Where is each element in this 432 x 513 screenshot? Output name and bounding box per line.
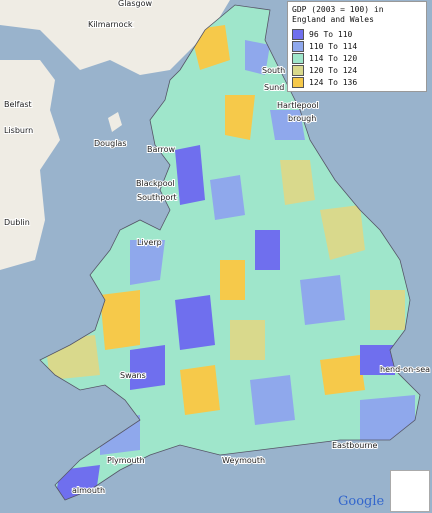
region: [320, 355, 365, 395]
legend: GDP (2003 = 100) in England and Wales 96…: [287, 1, 427, 92]
legend-item: 120 To 124: [292, 64, 422, 76]
place-label: Dublin: [4, 218, 30, 227]
legend-item: 96 To 110: [292, 28, 422, 40]
legend-item: 114 To 120: [292, 52, 422, 64]
legend-swatch: [292, 52, 304, 64]
region: [250, 375, 295, 425]
place-label: Swans: [120, 371, 146, 380]
region: [225, 95, 255, 140]
region: [130, 345, 165, 390]
place-label: Blackpool: [136, 179, 175, 188]
legend-item: 124 To 136: [292, 76, 422, 88]
place-label: Glasgow: [118, 0, 152, 8]
region: [370, 290, 405, 330]
logo: [390, 470, 430, 512]
region: [175, 295, 215, 350]
scotland: [0, 0, 230, 75]
legend-label: 110 To 114: [309, 41, 358, 51]
legend-swatch: [292, 40, 304, 52]
region: [360, 345, 395, 375]
legend-swatch: [292, 28, 304, 40]
legend-swatch: [292, 76, 304, 88]
place-label: Barrow: [147, 145, 176, 154]
legend-title: GDP (2003 = 100) in England and Wales: [292, 5, 384, 24]
isle-of-man: [108, 112, 122, 132]
attribution: Google: [338, 494, 385, 509]
place-label: almouth: [72, 486, 105, 495]
place-label: Plymouth: [107, 456, 145, 465]
region: [210, 175, 245, 220]
region: [270, 110, 305, 140]
place-label: Eastbourne: [332, 441, 378, 450]
legend-label: 120 To 124: [309, 65, 358, 75]
place-label: Douglas: [94, 139, 127, 148]
region: [180, 365, 220, 415]
region: [280, 160, 315, 205]
coastline: [39, 4, 421, 501]
place-label: Liverp: [137, 238, 162, 247]
ireland: [0, 60, 60, 270]
legend-items: 96 To 110 110 To 114 114 To 120 120 To 124 1…: [292, 28, 422, 88]
place-label: Belfast: [4, 100, 32, 109]
legend-label: 124 To 136: [309, 77, 358, 87]
place-label: Hartlepool: [277, 101, 319, 110]
place-label: brough: [288, 114, 316, 123]
region: [245, 40, 270, 75]
place-label: Weymouth: [222, 456, 265, 465]
region: [130, 240, 165, 285]
region: [320, 205, 365, 260]
region: [255, 230, 280, 270]
region: [220, 260, 245, 300]
legend-item: 110 To 114: [292, 40, 422, 52]
place-label: Kilmarnock: [88, 20, 133, 29]
legend-swatch: [292, 64, 304, 76]
place-label: Southport: [137, 193, 177, 202]
place-label: Lisburn: [4, 126, 33, 135]
region: [300, 275, 345, 325]
region: [230, 320, 265, 360]
legend-label: 114 To 120: [309, 53, 358, 63]
region: [175, 145, 205, 205]
legend-label: 96 To 110: [309, 29, 353, 39]
place-label: hend-on-sea: [380, 365, 430, 374]
region: [360, 395, 415, 440]
place-label: Sund: [264, 83, 284, 92]
region: [100, 290, 140, 350]
